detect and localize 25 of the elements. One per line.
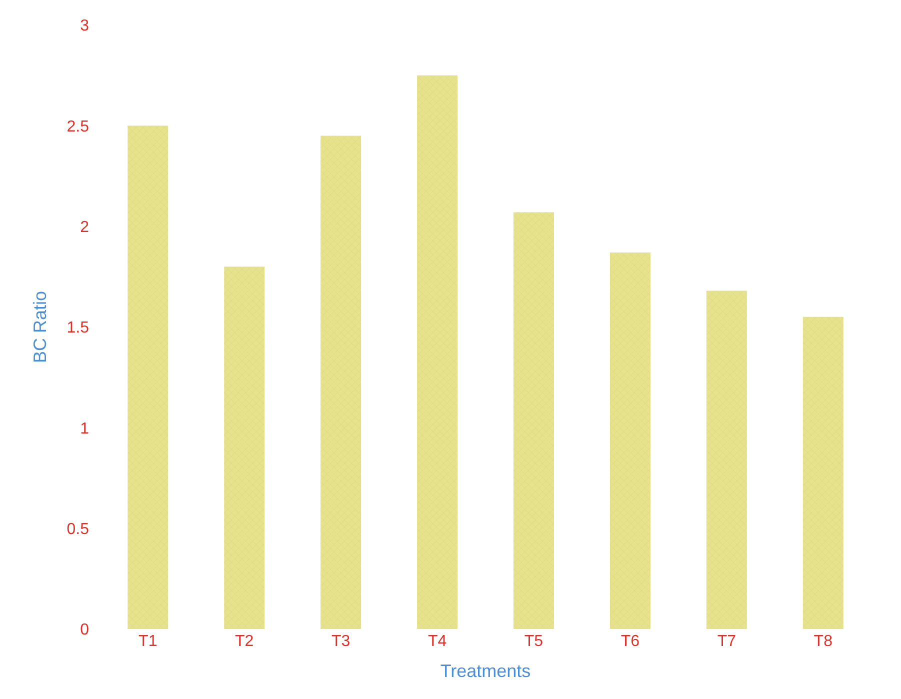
- y-tick-label: 1.5: [66, 320, 90, 337]
- bar: [610, 252, 650, 629]
- x-tick-label: T5: [524, 633, 544, 650]
- x-tick-label: T2: [235, 633, 254, 650]
- bar: [320, 136, 362, 629]
- y-tick-label: 1: [80, 420, 90, 438]
- bar: [417, 75, 458, 629]
- x-tick-label: T3: [331, 633, 350, 650]
- y-tick-label: 0.5: [66, 520, 90, 538]
- y-tick-label: 2: [80, 218, 90, 236]
- bar: [513, 212, 554, 629]
- bar: [128, 126, 168, 629]
- x-tick-label: T4: [428, 633, 447, 650]
- x-tick-label: T6: [620, 633, 640, 650]
- x-axis-title: Treatments: [440, 661, 531, 682]
- x-tick-label: T8: [814, 633, 833, 650]
- y-tick-label: 2.5: [66, 118, 90, 136]
- x-tick-label: T7: [717, 633, 736, 650]
- y-tick-label: 3: [80, 18, 90, 35]
- bar: [224, 266, 265, 629]
- y-axis-title: BC Ratio: [30, 290, 50, 364]
- bar: [706, 290, 747, 629]
- y-tick-label: 0: [80, 622, 90, 639]
- bar: [802, 316, 844, 629]
- x-tick-label: T1: [138, 633, 158, 650]
